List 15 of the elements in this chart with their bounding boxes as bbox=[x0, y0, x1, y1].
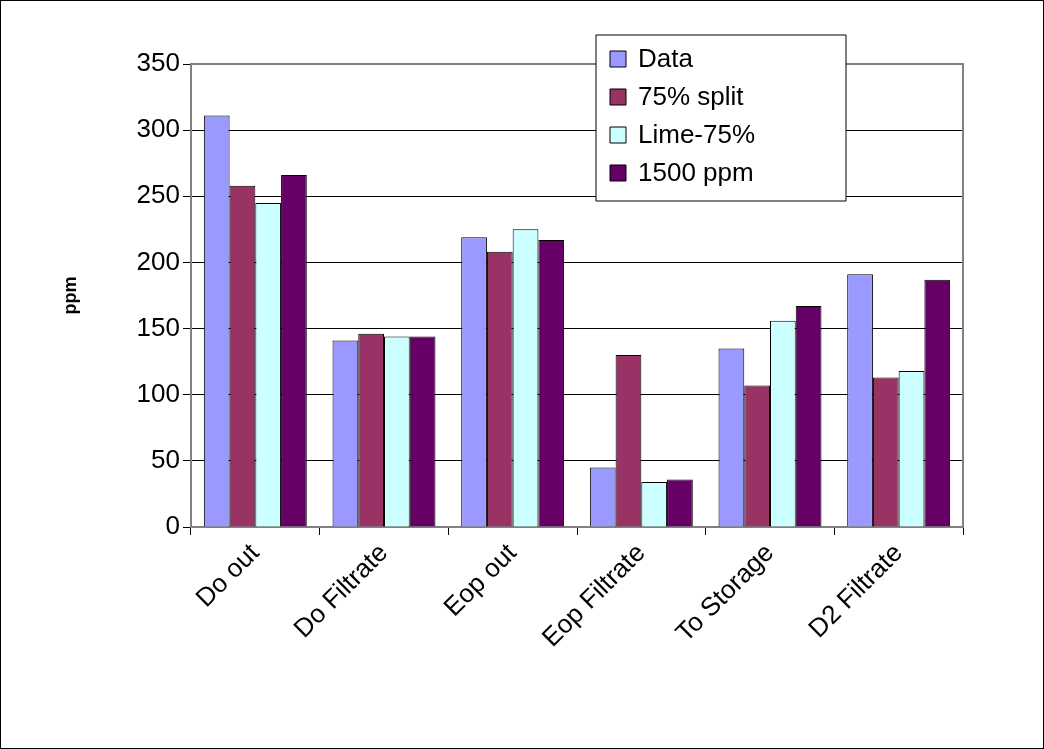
y-tick-label: 50 bbox=[151, 444, 180, 475]
x-tick-label: Do out bbox=[189, 536, 266, 613]
legend-label: 1500 ppm bbox=[638, 157, 754, 188]
y-tick-label: 0 bbox=[165, 510, 180, 541]
legend-label: 75% split bbox=[638, 81, 745, 112]
legend-label: Lime-75% bbox=[638, 119, 756, 150]
y-tick-label: 200 bbox=[136, 245, 180, 276]
y-tick-label: 300 bbox=[136, 113, 180, 144]
legend-label: Data bbox=[638, 43, 694, 74]
x-tick-label: Eop out bbox=[437, 536, 523, 622]
y-tick-label: 350 bbox=[136, 47, 180, 78]
y-tick-label: 250 bbox=[136, 179, 180, 210]
y-tick-label: 100 bbox=[136, 377, 180, 408]
y-tick-label: 150 bbox=[136, 311, 180, 342]
y-axis-title: ppm bbox=[59, 276, 80, 315]
